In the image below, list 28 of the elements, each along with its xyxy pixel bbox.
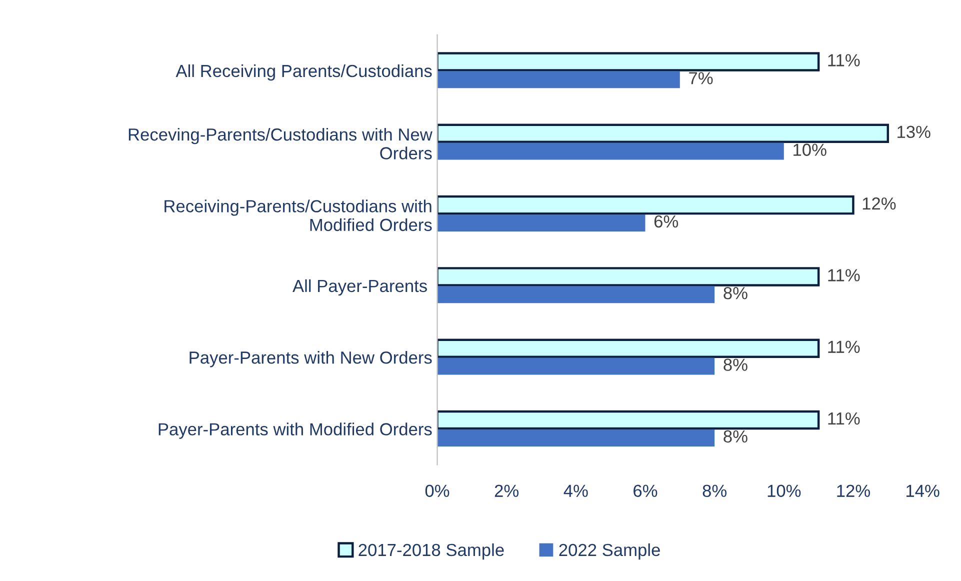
data-label: 12% bbox=[862, 197, 896, 210]
x-tick-label: 14% bbox=[906, 484, 940, 497]
data-label: 11% bbox=[828, 412, 860, 425]
x-tick-label: 6% bbox=[634, 484, 658, 497]
data-label: 6% bbox=[654, 215, 678, 228]
data-label: 8% bbox=[724, 358, 748, 371]
x-tick-label: 0% bbox=[425, 484, 450, 497]
y-tick-label: Receiving-Parents/Custodians with Modified Orders bbox=[164, 200, 432, 232]
data-label: 10% bbox=[794, 144, 826, 156]
data-label: 11% bbox=[828, 340, 860, 353]
y-tick-label: Payer-Parents with New Orders bbox=[190, 351, 432, 368]
x-tick-label: 8% bbox=[702, 484, 726, 497]
x-tick-label: 12% bbox=[837, 484, 870, 497]
data-label: 8% bbox=[724, 286, 748, 300]
data-label: 8% bbox=[724, 430, 748, 443]
y-tick-label: All Receiving Parents/Custodians bbox=[176, 64, 432, 81]
x-tick-label: 2% bbox=[494, 484, 519, 497]
data-label: 11% bbox=[828, 269, 860, 282]
data-label: 11% bbox=[828, 54, 860, 66]
x-tick-label: 4% bbox=[564, 484, 588, 497]
y-tick-label: All Payer-Parents bbox=[292, 279, 427, 296]
data-label: 13% bbox=[898, 126, 930, 138]
y-tick-label: Receving-Parents/Custodians with New Orders bbox=[128, 128, 432, 160]
legend-label: 2017-2018 Sample bbox=[358, 543, 504, 560]
y-tick-label: Payer-Parents with Modified Orders bbox=[158, 422, 432, 439]
legend-label: 2022 Sample bbox=[559, 543, 660, 560]
data-label: 7% bbox=[689, 72, 713, 84]
x-tick-label: 10% bbox=[768, 484, 801, 497]
